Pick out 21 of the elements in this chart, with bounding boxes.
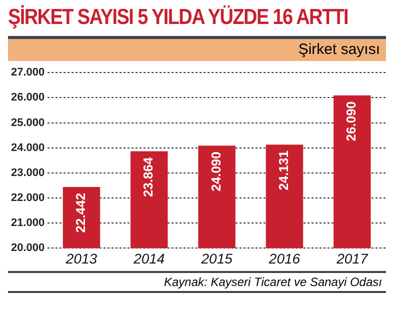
y-tick-label: 20.000 [10,242,45,254]
data-label: 24.090 [208,152,224,192]
data-label: 23.864 [140,156,156,198]
y-tick-label: 27.000 [10,66,45,79]
y-tick-label: 26.000 [10,92,45,104]
chart-title: ŞİRKET SAYISI 5 YILDA YÜZDE 16 ARTTI [8,4,350,32]
y-tick-label: 22.000 [10,192,45,204]
x-tick-label: 2015 [200,250,233,266]
data-label: 22.442 [73,192,88,233]
x-tick-label: 2016 [268,250,300,266]
data-label: 24.131 [276,150,292,190]
y-tick-label: 24.000 [10,142,45,154]
x-tick-label: 2014 [132,250,165,266]
text: Kaynak: Kayseri Ticaret ve Sanayi Odası [8,271,386,293]
x-tick-label: 2017 [336,250,369,266]
y-tick-label: 25.000 [10,116,45,129]
chart-subtitle: Şirket sayısı [8,36,386,61]
y-tick-label: 23.000 [10,166,45,179]
x-tick-label: 2013 [64,250,98,266]
data-label: 26.090 [344,101,359,142]
y-tick-label: 21.000 [10,217,45,230]
